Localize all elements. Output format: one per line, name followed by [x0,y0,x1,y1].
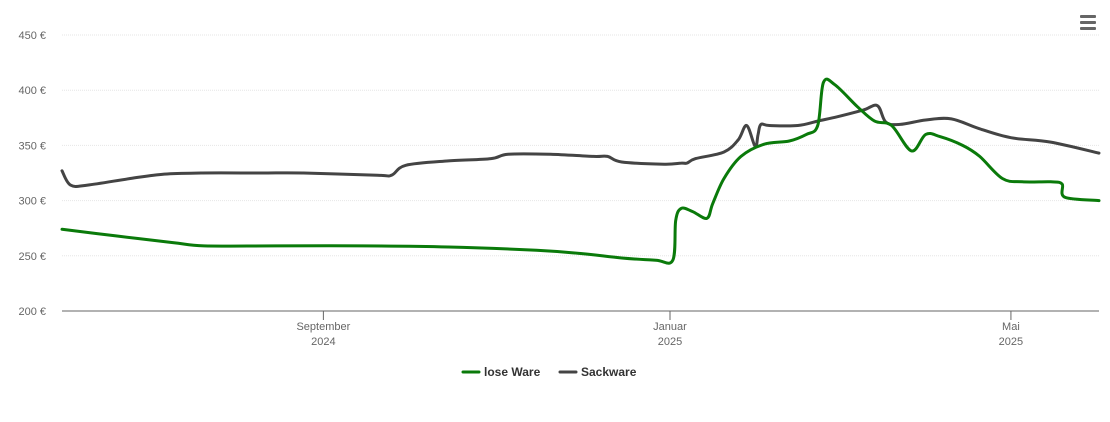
x-tick-label-year: 2025 [999,336,1023,348]
x-axis-labels: September 2024 Januar 2025 Mai 2025 [296,321,1023,348]
y-tick-label: 350 € [18,140,46,152]
x-tick-label: Januar [653,321,687,333]
y-tick-label: 450 € [18,30,46,42]
x-tick-label: Mai [1002,321,1020,333]
y-tick-label: 250 € [18,251,46,263]
legend-label-sackware: Sackware [581,365,637,379]
legend: lose Ware Sackware [461,365,637,379]
y-tick-label: 300 € [18,196,46,208]
grid-lines [62,34,1099,257]
series-line-lose-ware [60,77,1101,265]
y-tick-label: 400 € [18,85,46,97]
legend-label-lose-ware: lose Ware [484,365,541,379]
y-tick-label: 200 € [18,306,46,318]
series-lines [60,77,1101,265]
x-tick-label-year: 2025 [658,336,682,348]
y-axis-labels: 200 € 250 € 300 € 350 € 400 € 450 € [18,30,46,318]
x-tick-label: September [296,321,350,333]
x-tick-label-year: 2024 [311,336,335,348]
hamburger-menu-icon[interactable] [1076,10,1100,34]
x-axis [62,310,1099,320]
